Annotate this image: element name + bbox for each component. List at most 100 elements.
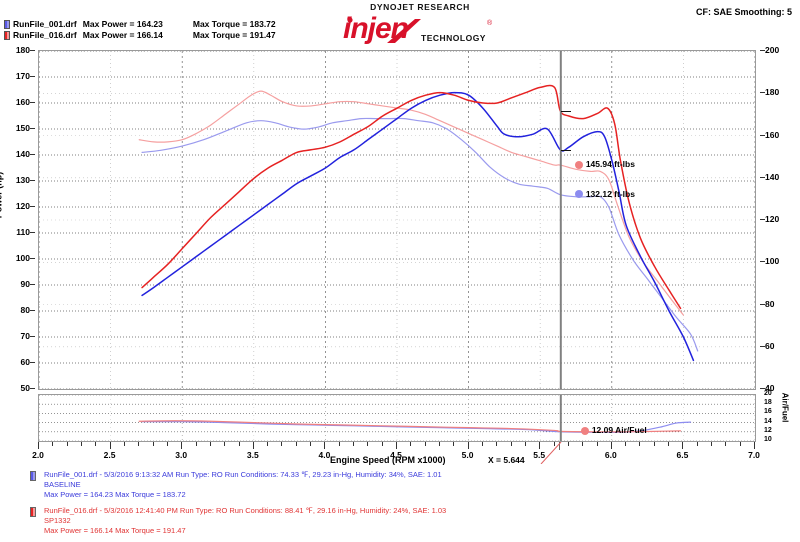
axis-tick-mark — [30, 154, 35, 155]
torque-blue-callout: 132.12 ft-lbs — [574, 189, 635, 199]
run-swatch-red-icon — [30, 507, 36, 517]
axis-tick-label: 180 — [15, 45, 30, 55]
power-axis-title: Power (hp) — [0, 171, 4, 219]
x-axis-tick-mark — [381, 442, 383, 446]
top-legend-maxtorque-1: Max Torque = 183.72 — [192, 19, 276, 29]
svg-text:injen: injen — [343, 13, 409, 45]
axis-tick-label: 70 — [20, 331, 30, 341]
run-block-001: RunFile_001.drf - 5/3/2016 9:13:32 AM Ru… — [30, 470, 790, 500]
air-fuel-tick-label: 14 — [764, 417, 772, 425]
axis-tick-mark — [30, 388, 35, 389]
series-swatch-red-icon — [4, 31, 10, 40]
axis-tick-mark — [30, 50, 35, 51]
af-red-callout-marker-icon — [580, 426, 589, 435]
x-axis-tick-mark — [238, 442, 240, 446]
x-axis-tick-label: 4.0 — [318, 450, 331, 460]
axis-tick-mark — [760, 388, 765, 389]
svg-text:TECHNOLOGY: TECHNOLOGY — [421, 33, 486, 43]
x-axis-tick-mark — [668, 442, 670, 446]
cursor-tick — [558, 442, 560, 450]
run-016-line2: SP1332 — [44, 516, 71, 525]
x-axis-tick-label: 4.5 — [390, 450, 402, 460]
top-legend-row-2: RunFile_016.drf Max Power = 166.14 Max T… — [4, 30, 276, 41]
torque-blue-callout-marker-icon — [574, 190, 583, 199]
top-legend-file-2: RunFile_016.drf — [13, 30, 77, 40]
air-fuel-tick-label: 20 — [764, 390, 772, 397]
torque-red-callout-label: 145.94 ft-lbs — [585, 159, 635, 170]
x-axis-tick-label: 7.0 — [748, 450, 760, 460]
x-axis-tick-mark — [625, 442, 627, 446]
top-legend-row-1: RunFile_001.drf Max Power = 164.23 Max T… — [4, 19, 276, 30]
axis-tick-mark — [30, 76, 35, 77]
x-axis-tick-mark — [353, 442, 354, 446]
series-swatch-blue-icon — [4, 20, 10, 29]
x-axis-tick-mark — [481, 442, 483, 446]
x-axis-tick-mark — [81, 442, 82, 446]
x-axis-tick-mark — [410, 442, 412, 446]
axis-tick-mark — [30, 284, 35, 285]
run-info-legend: RunFile_001.drf - 5/3/2016 9:13:32 AM Ru… — [30, 470, 790, 542]
axis-tick-mark — [30, 206, 35, 207]
x-axis-tick-mark — [653, 442, 655, 446]
x-axis-tick-mark — [52, 442, 54, 446]
x-axis-tick-mark — [396, 442, 397, 449]
x-axis-tick-mark — [324, 442, 326, 449]
axis-tick-label: 60 — [765, 340, 775, 351]
top-legend-maxpower-2: Max Power = 166.14 — [82, 30, 163, 40]
axis-tick-mark — [760, 176, 765, 178]
x-axis-tick-mark — [166, 442, 168, 446]
x-axis-tick-label: 6.0 — [604, 450, 617, 460]
x-axis-tick-label: 5.5 — [533, 450, 546, 460]
axis-tick-mark — [760, 92, 765, 94]
correction-factor-label: CF: SAE Smoothing: 5 — [696, 7, 792, 17]
axis-tick-mark — [30, 128, 35, 129]
axis-tick-mark — [760, 134, 765, 136]
axis-tick-label: 180 — [765, 87, 780, 98]
brand-block: DYNOJET RESEARCH injen TECHNOLOGY ® — [330, 2, 510, 45]
top-legend-maxpower-1: Max Power = 164.23 — [82, 19, 163, 29]
axis-tick-mark — [30, 336, 35, 337]
air-fuel-tick-label: 18 — [764, 399, 772, 407]
run-block-016: RunFile_016.drf - 5/3/2016 12:41:40 PM R… — [30, 506, 790, 536]
x-axis-tick-mark — [725, 442, 727, 446]
x-axis-tick-mark — [696, 442, 698, 446]
x-axis-tick-mark — [524, 442, 526, 446]
run-swatch-blue-icon — [30, 471, 36, 481]
top-legend: RunFile_001.drf Max Power = 164.23 Max T… — [4, 19, 276, 41]
axis-tick-label: 160 — [15, 97, 30, 107]
x-axis-tick-mark — [281, 442, 283, 446]
callout-leader — [560, 149, 571, 151]
svg-text:®: ® — [487, 19, 493, 27]
axis-tick-label: 80 — [765, 298, 775, 309]
x-axis-tick-mark — [267, 442, 269, 446]
x-axis-tick-mark — [209, 442, 211, 446]
x-axis-tick-mark — [338, 442, 340, 446]
engine-speed-axis: 2.0 2.5 3.0 3.5 4.0 4.5 5.0 5.5 6.0 6.5 7.0 — [32, 442, 760, 464]
axis-tick-label: 80 — [20, 305, 30, 315]
af-red-callout: 12.09 Air/Fuel — [580, 426, 647, 435]
air-fuel-curves — [39, 395, 755, 441]
x-axis-tick-mark — [310, 442, 312, 446]
x-axis-tick-mark — [496, 442, 498, 446]
x-axis-tick-label: 2.5 — [103, 450, 116, 460]
top-legend-file-1: RunFile_001.drf — [13, 19, 77, 29]
power-axis-ticks: 50 60 70 80 90 100 110 120 130 140 150 160 170 180 — [0, 45, 35, 393]
axis-tick-mark — [30, 362, 35, 363]
x-axis-tick-mark — [424, 442, 426, 446]
axis-tick-mark — [30, 310, 35, 311]
axis-tick-label: 150 — [15, 123, 30, 133]
torque-red-callout: 145.94 ft-lbs — [574, 159, 635, 170]
power-torque-plot — [38, 50, 756, 390]
axis-tick-label: 90 — [20, 279, 30, 289]
x-axis-tick-mark — [295, 442, 297, 446]
top-legend-maxtorque-2: Max Torque = 191.47 — [192, 30, 276, 40]
run-016-line3: Max Power = 166.14 Max Torque = 191.47 — [44, 526, 186, 535]
x-axis-tick-mark — [539, 442, 541, 449]
run-016-line1: RunFile_016.drf - 5/3/2016 12:41:40 PM R… — [44, 506, 447, 515]
cursor-leader-line — [540, 442, 562, 464]
axis-tick-label: 160 — [765, 129, 780, 140]
run-001-line3: Max Power = 164.23 Max Torque = 183.72 — [44, 490, 186, 499]
axis-tick-mark — [760, 219, 765, 220]
air-fuel-axis-title: Air/Fuel — [780, 392, 790, 423]
axis-tick-label: 120 — [15, 201, 30, 211]
